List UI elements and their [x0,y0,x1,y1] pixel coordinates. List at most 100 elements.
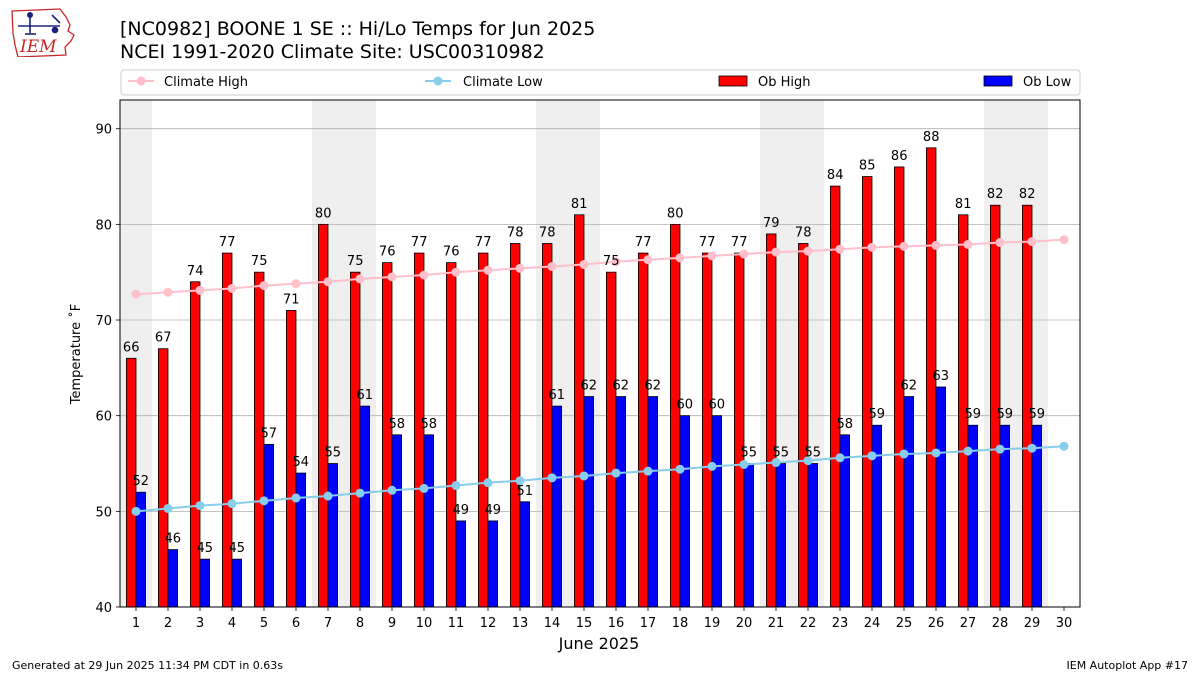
x-tick-label: 15 [576,616,593,631]
x-tick-label: 16 [608,616,625,631]
climate-high-point [707,251,717,261]
climate-low-point [163,503,173,513]
x-tick-label: 22 [800,616,817,631]
ob-high-value-label: 76 [443,245,460,260]
ob-low-value-label: 61 [357,388,374,403]
climate-high-point [931,240,941,250]
climate-high-point [899,241,909,251]
ob-high-value-label: 81 [955,197,972,212]
ob-low-bar [775,463,787,608]
x-tick-label: 10 [416,616,433,631]
ob-high-value-label: 74 [187,264,204,279]
climate-high-point [771,247,781,257]
y-tick-label: 60 [95,410,112,425]
climate-high-point [995,238,1005,248]
climate-high-point [419,270,429,280]
x-tick-label: 6 [292,616,300,631]
climate-high-point [675,253,685,263]
ob-high-value-label: 82 [987,187,1004,202]
ob-low-value-label: 54 [293,455,310,470]
ob-low-bar [679,415,691,608]
climate-low-point [899,449,909,459]
climate-low-point [483,478,493,488]
climate-high-point [1059,235,1069,245]
climate-low-point [771,458,781,468]
climate-high-line [135,238,1065,296]
legend-ob-high-label: Ob High [758,75,811,90]
x-tick-label: 1 [132,616,140,631]
x-tick-label: 13 [512,616,529,631]
ob-high-value-label: 78 [507,225,524,240]
x-tick-label: 23 [832,616,849,631]
x-tick-label: 29 [1024,616,1041,631]
ob-high-bar [638,252,649,608]
ob-low-value-label: 59 [1029,407,1046,422]
climate-high-point [323,277,333,287]
x-tick-label: 11 [448,616,465,631]
ob-high-value-label: 77 [219,235,236,250]
x-tick-label: 27 [960,616,977,631]
ob-high-value-label: 76 [379,245,396,260]
climate-low-point [547,473,557,483]
ob-high-bar [1022,204,1033,608]
weather-station-icon [18,12,61,35]
ob-high-bar [477,252,489,608]
ob-low-bar [231,558,243,608]
ob-low-value-label: 57 [261,426,278,441]
ob-low-bar [487,520,499,608]
climate-low-point [707,461,717,471]
climate-low-point [195,501,205,511]
ob-low-value-label: 62 [613,379,630,394]
ob-low-value-label: 61 [549,388,566,403]
legend-ob-low-swatch [983,75,1013,87]
x-tick-label: 12 [480,616,497,631]
ob-high-bar [542,243,553,608]
ob-low-bar [199,558,211,608]
ob-high-bar [509,243,521,608]
climate-low-point [515,476,525,486]
climate-low-point [131,506,141,516]
chart-title: [NC0982] BOONE 1 SE :: Hi/Lo Temps for J… [120,18,596,40]
ob-low-value-label: 62 [581,379,598,394]
climate-low-point [739,459,749,469]
climate-high-point [387,272,397,282]
x-tick-label: 28 [992,616,1009,631]
ob-high-bar [349,271,361,608]
ob-low-value-label: 62 [645,379,662,394]
ob-low-bar [519,501,531,608]
ob-low-bar [263,443,275,608]
ob-high-value-label: 71 [283,292,300,307]
ob-low-bar [359,405,371,608]
climate-low-line [135,445,1065,513]
climate-low-point [643,466,653,476]
legend-box [120,69,1081,96]
climate-high-point [195,285,205,295]
climate-low-point [611,468,621,478]
ob-high-value-label: 77 [731,235,748,250]
ob-high-bar [766,233,777,608]
ob-high-value-label: 85 [859,159,876,174]
climate-low-point [1027,443,1037,453]
climate-low-point [675,464,685,474]
ob-high-value-label: 84 [827,168,844,183]
ob-high-bar [862,176,873,608]
ob-low-bar [455,520,467,608]
ob-high-value-label: 67 [155,331,172,346]
x-tick-label: 5 [260,616,268,631]
climate-low-point [387,485,397,495]
iem-logo-text: IEM [19,37,57,57]
climate-low-point [419,483,429,493]
climate-high-point [131,289,141,299]
climate-high-point [451,267,461,277]
ob-low-value-label: 58 [421,417,438,432]
climate-high-point [547,261,557,271]
chart-subtitle: NCEI 1991-2020 Climate Site: USC00310982 [120,41,545,63]
ob-low-value-label: 45 [197,541,214,556]
x-axis-label: June 2025 [558,634,640,653]
ob-low-value-label: 55 [325,446,342,461]
x-tick-label: 3 [196,616,204,631]
x-tick-label: 19 [704,616,721,631]
ob-high-value-label: 81 [571,197,588,212]
climate-low-point [1059,441,1069,451]
